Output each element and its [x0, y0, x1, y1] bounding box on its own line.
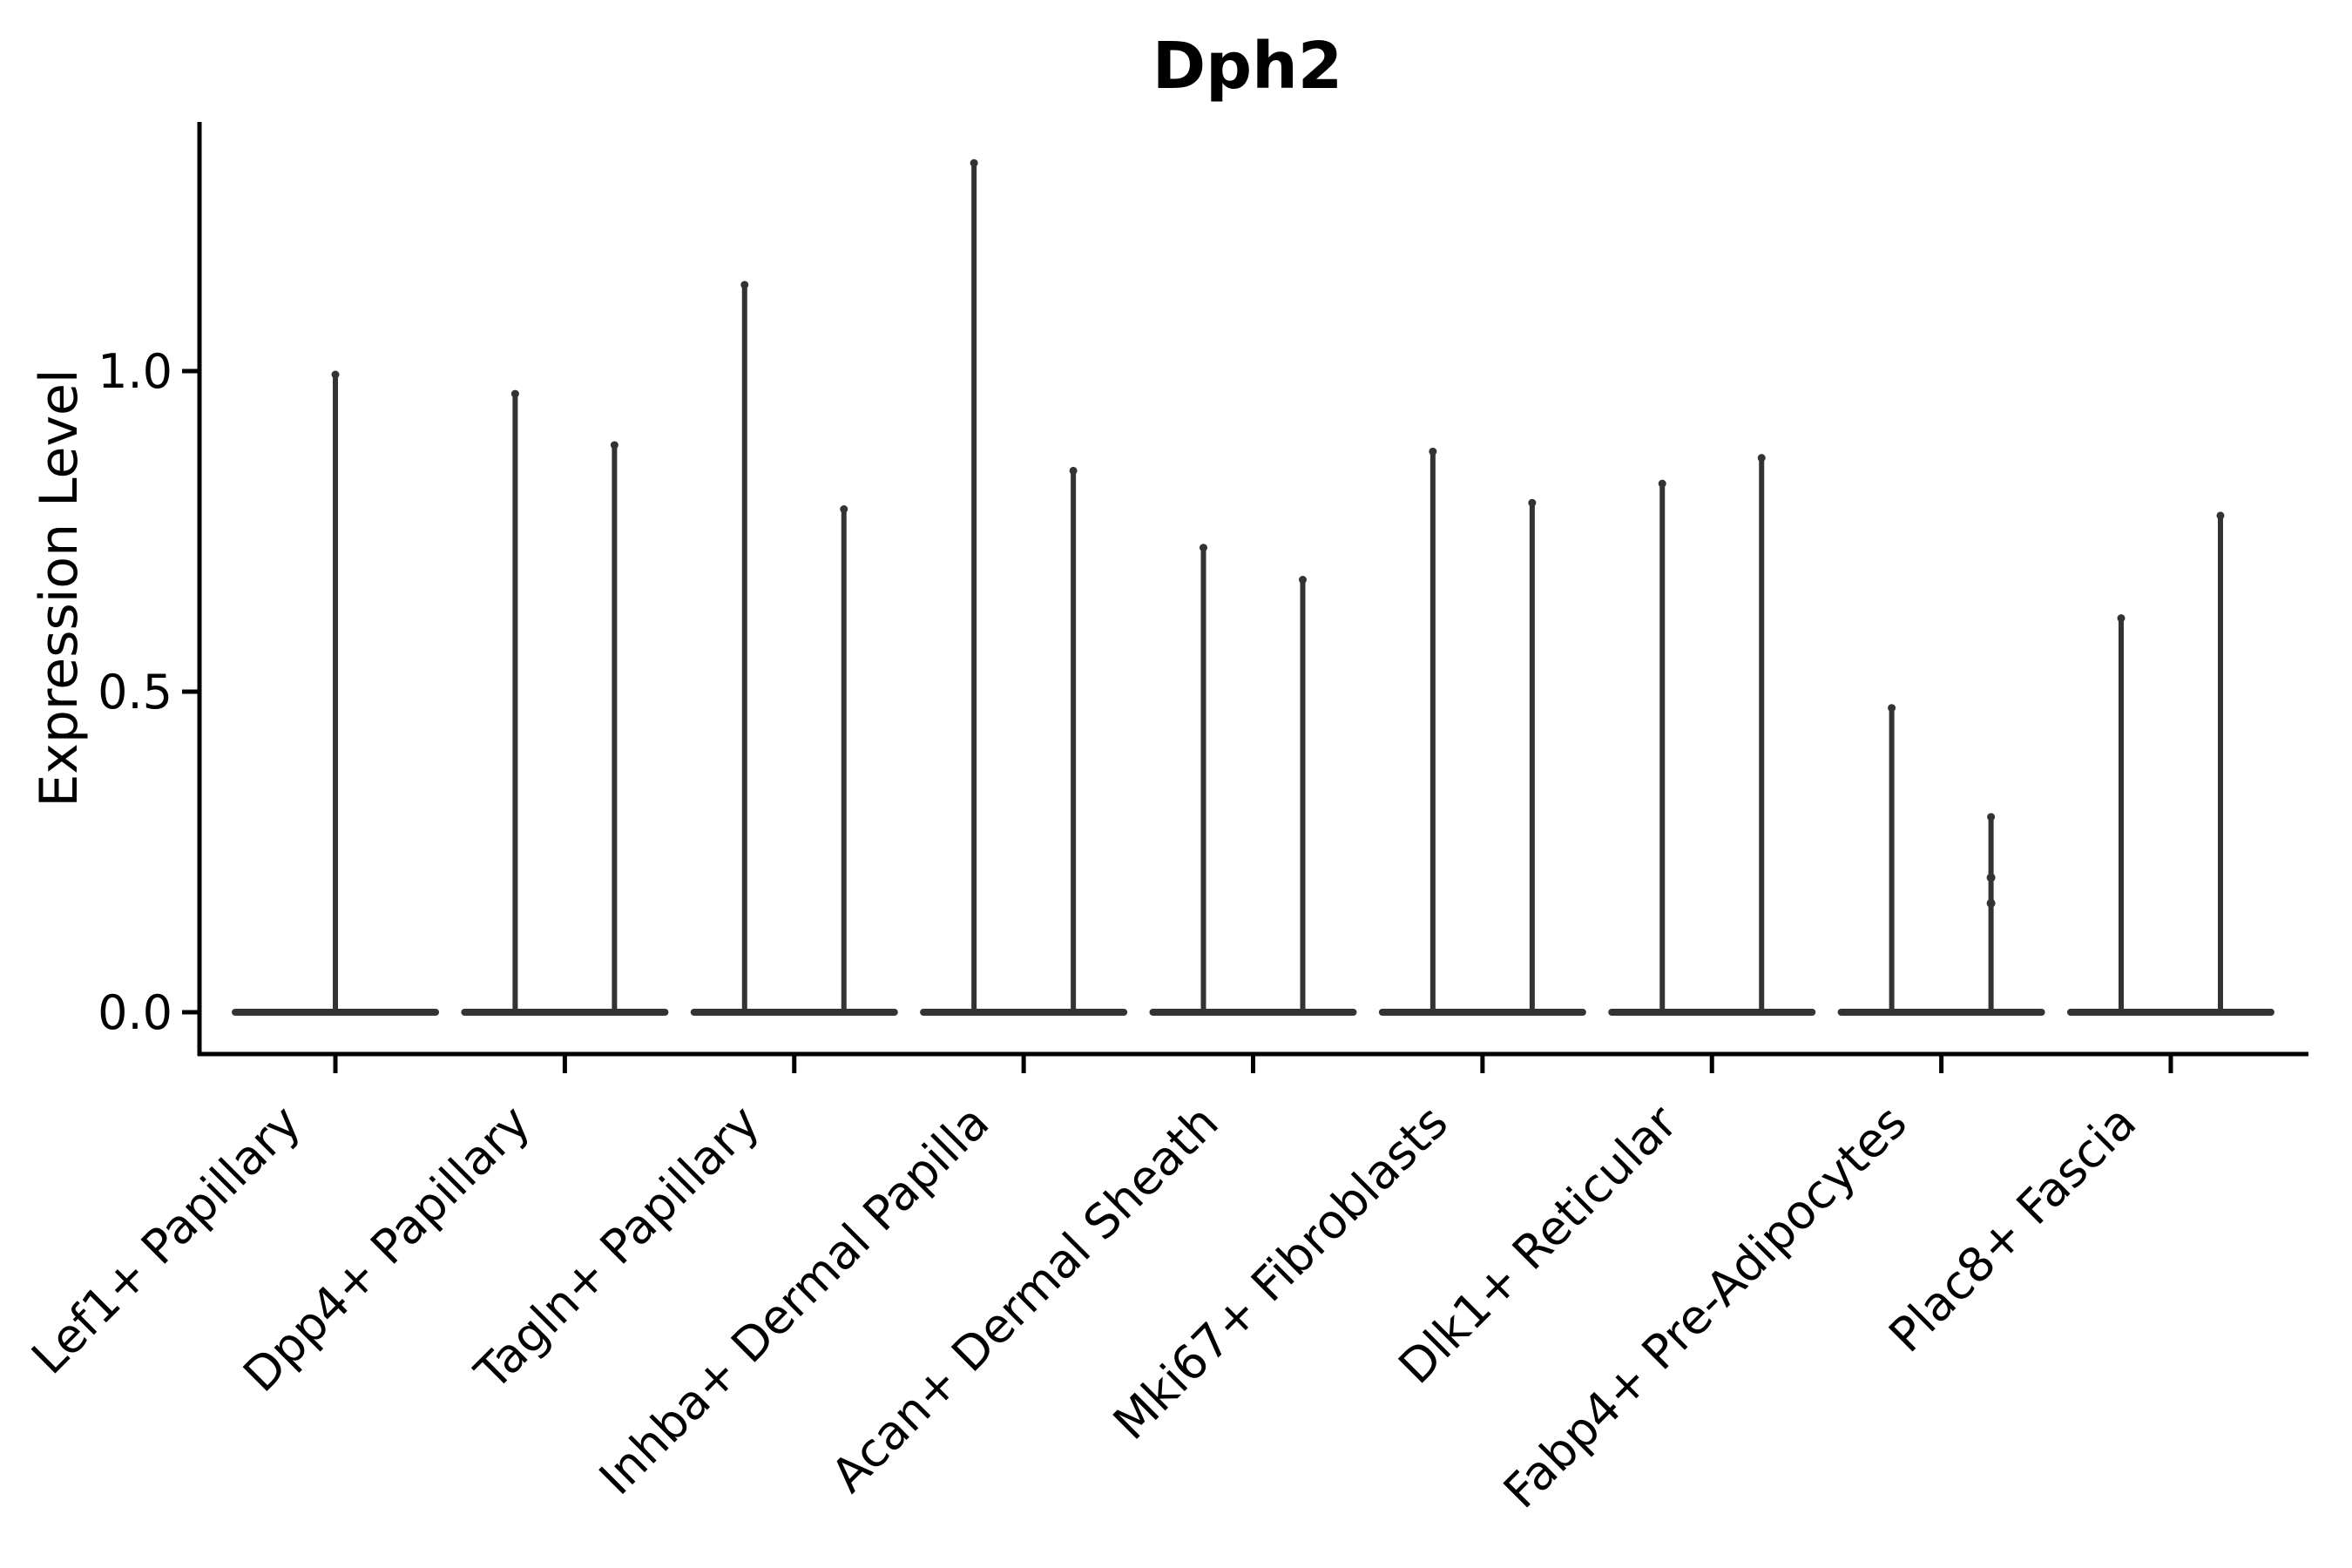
chart-title: Dph2 — [1152, 29, 1343, 104]
violin-tip — [331, 370, 340, 379]
violin-tip — [1888, 704, 1896, 713]
cell-point — [1986, 873, 1996, 882]
cell-point — [1986, 898, 1996, 908]
violin-tip — [1528, 498, 1537, 507]
y-tick-label: 0.5 — [98, 665, 172, 720]
y-tick-label: 1.0 — [98, 344, 172, 399]
violin-tip — [740, 280, 749, 289]
violin-tip — [1987, 813, 1996, 821]
y-axis-label: Expression Level — [29, 368, 90, 807]
violin-tip — [2216, 511, 2225, 520]
violin-tip — [1200, 544, 1207, 552]
violin-tip — [1429, 447, 1437, 456]
y-tick-label: 0.0 — [98, 985, 172, 1040]
violin-tip — [510, 389, 519, 398]
violin-tip — [840, 505, 848, 514]
violin-tip — [2117, 614, 2126, 623]
violin-tip — [1299, 576, 1307, 585]
violin-tip — [610, 441, 618, 449]
violin-tip — [1069, 466, 1078, 475]
violin-tip — [1757, 454, 1766, 463]
violin-tip — [1658, 479, 1666, 488]
violin-tip — [970, 159, 978, 167]
